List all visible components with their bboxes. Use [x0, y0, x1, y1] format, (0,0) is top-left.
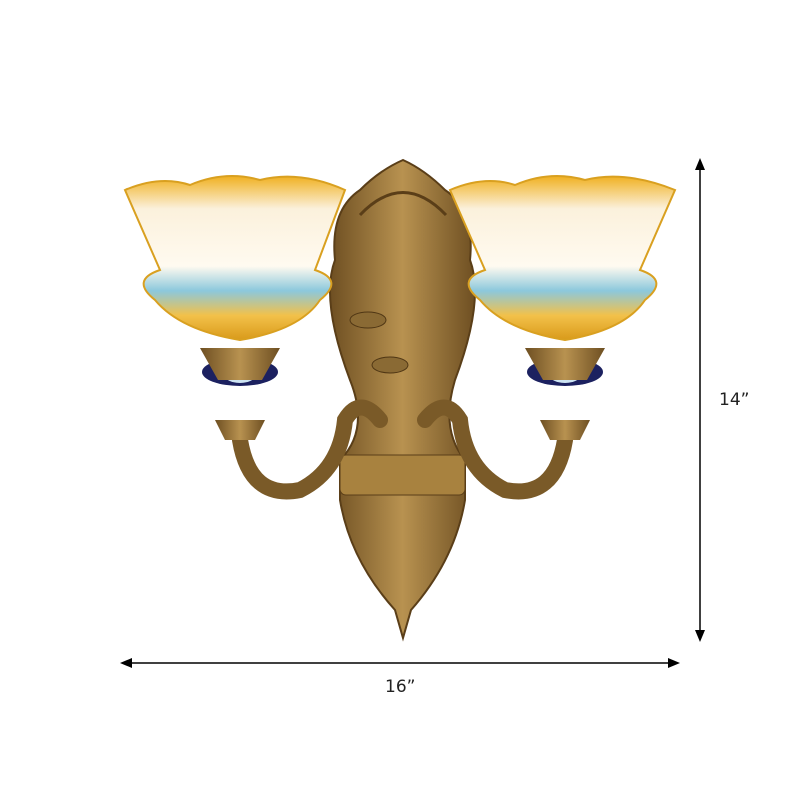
height-dimension-arrow [695, 158, 705, 642]
width-label: 16” [385, 677, 416, 697]
right-lamp [448, 175, 677, 440]
width-dimension-arrow [120, 658, 680, 668]
backplate [329, 158, 476, 642]
height-label: 14” [719, 390, 750, 410]
left-lamp [123, 175, 347, 440]
arms [232, 399, 573, 500]
